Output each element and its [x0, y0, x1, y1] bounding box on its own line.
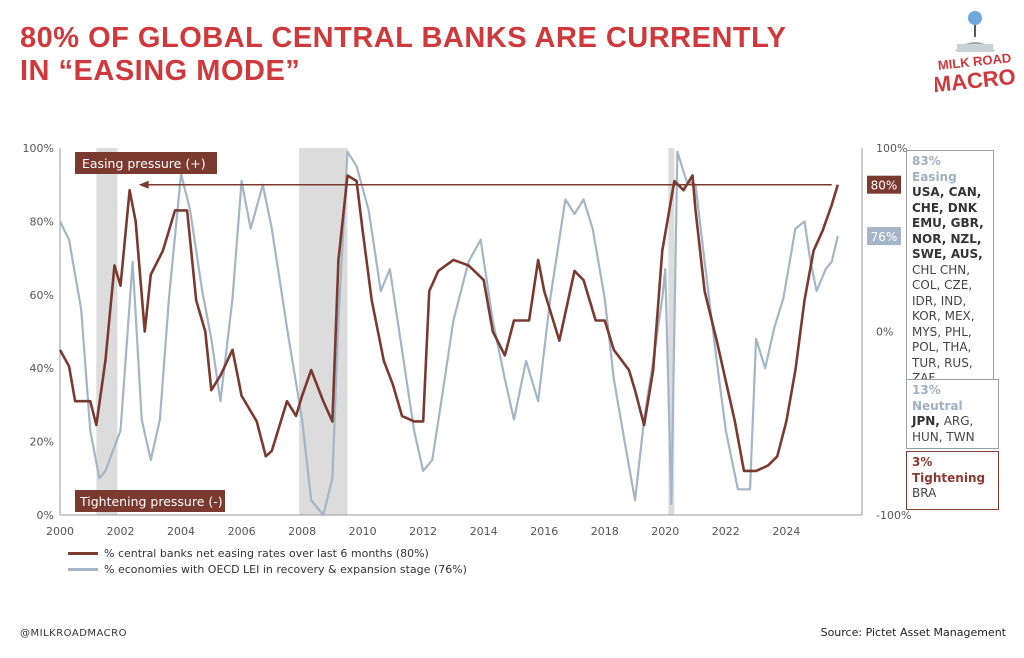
easing-major-country-line: NOR, NZL,	[912, 231, 982, 246]
x-tick-label: 2008	[288, 525, 316, 538]
easing-major-country-line: USA, CAN,	[912, 185, 982, 199]
easing-major-country-line: SWE, AUS,	[912, 247, 983, 261]
easing-countries-box: 83% Easing USA, CAN, CHE, DNK EMU, GBR, NOR…	[906, 150, 994, 391]
easing-pressure-label-bg	[75, 152, 217, 174]
neutral-country: ARG,	[939, 414, 974, 428]
source-note: Source: Pictet Asset Management	[820, 626, 1006, 639]
right-tick-label: 100%	[876, 142, 907, 155]
easing-major-country-line: EMU, GBR,	[912, 216, 984, 230]
x-tick-label: 2022	[712, 525, 740, 538]
tightening-percent: 3%	[912, 455, 933, 469]
title-line-2: IN “EASING MODE”	[20, 55, 301, 87]
recession-shading	[668, 148, 675, 515]
title-line-1: 80% OF GLOBAL CENTRAL BANKS ARE CURRENTL…	[20, 22, 787, 54]
easing-major-country-line: CHE, DNK	[912, 200, 978, 215]
neutral-bold-country: JPN,	[912, 414, 940, 428]
tightening-pressure-label-bg	[75, 490, 225, 512]
right-tick-label: -100%	[876, 509, 911, 522]
left-tick-label: 0%	[37, 509, 54, 522]
easing-country-line: POL, THA,	[912, 340, 972, 354]
neutral-country-line: HUN, TWN	[912, 429, 975, 444]
left-tick-label: 40%	[30, 362, 54, 375]
left-tick-label: 80%	[30, 215, 54, 228]
social-handle: @MILKROADMACRO	[20, 628, 127, 639]
arrow-head-icon	[138, 180, 149, 189]
neutral-header: 13% Neutral	[912, 383, 963, 413]
tightening-header: Tightening	[912, 470, 986, 485]
x-tick-label: 2010	[349, 525, 377, 538]
x-tick-label: 2014	[470, 525, 498, 538]
tightening-countries-box: 3% Tightening BRA	[906, 451, 999, 510]
easing-country-line: TUR, RUS,	[912, 355, 973, 370]
left-tick-label: 20%	[30, 436, 54, 449]
x-tick-label: 2002	[107, 525, 135, 538]
easing-country-line: IDR, IND,	[912, 293, 967, 308]
easing-country-line: KOR, MEX,	[912, 309, 975, 323]
series-line	[59, 150, 839, 517]
easing-pressure-label: Easing pressure (+)	[82, 156, 206, 171]
lei-end-label-bg	[867, 227, 901, 246]
x-tick-label: 2020	[651, 525, 679, 538]
left-tick-label: 100%	[23, 142, 54, 155]
legend-label: % economies with OECD LEI in recovery & …	[104, 563, 467, 576]
x-tick-label: 2006	[228, 525, 256, 538]
legend-item-lei: % economies with OECD LEI in recovery & …	[68, 563, 467, 576]
x-tick-label: 2024	[772, 525, 800, 538]
easing-end-label-bg	[867, 175, 901, 194]
x-tick-label: 2000	[46, 525, 74, 538]
lei-end-label: 76%	[871, 230, 898, 244]
x-tick-label: 2004	[167, 525, 195, 538]
easing-country-line: COL, CZE,	[912, 278, 973, 292]
easing-country-line: CHL CHN,	[912, 262, 971, 277]
easing-end-label: 80%	[871, 179, 898, 193]
legend-label: % central banks net easing rates over la…	[104, 547, 429, 560]
x-tick-label: 2012	[409, 525, 437, 538]
milk-road-macro-logo: MILK ROAD MACRO	[935, 11, 1015, 97]
x-tick-label: 2018	[591, 525, 619, 538]
easing-country-line: MYS, PHL,	[912, 324, 972, 339]
page-title: 80% OF GLOBAL CENTRAL BANKS ARE CURRENTL…	[20, 22, 787, 88]
recession-shading	[299, 148, 348, 515]
neutral-countries-box: 13% Neutral JPN, ARG, HUN, TWN	[906, 379, 999, 449]
right-tick-label: 0%	[876, 326, 893, 339]
legend-item-easing: % central banks net easing rates over la…	[68, 547, 429, 560]
easing-header: 83% Easing	[912, 154, 957, 184]
x-tick-label: 2016	[530, 525, 558, 538]
tightening-pressure-label: Tightening pressure (-)	[79, 494, 223, 509]
series-line	[58, 174, 840, 473]
tightening-country: BRA	[912, 486, 937, 500]
left-tick-label: 60%	[30, 289, 54, 302]
